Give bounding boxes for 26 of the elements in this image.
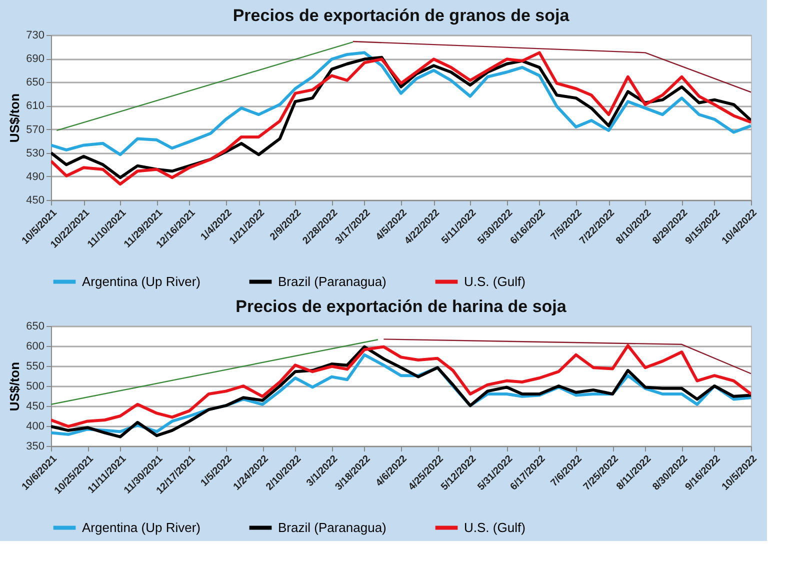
y-tick-label: 490 (26, 170, 44, 183)
y-tick-label: 450 (26, 400, 44, 412)
y-tick-label: 570 (26, 124, 44, 136)
y-tick-label: 350 (26, 440, 44, 452)
legend-label: Argentina (Up River) (82, 274, 200, 289)
legend-label: Argentina (Up River) (82, 520, 200, 535)
legend-label: U.S. (Gulf) (464, 520, 526, 535)
y-tick-label: 650 (26, 76, 44, 89)
y-axis-title: US$/ton (7, 362, 22, 412)
legend-label: Brazil (Paranagua) (278, 274, 386, 289)
y-axis-title: US$/ton (7, 93, 22, 143)
legend-label: Brazil (Paranagua) (278, 520, 386, 535)
y-tick-label: 400 (26, 420, 44, 432)
y-tick-label: 730 (26, 30, 44, 42)
legend-label: U.S. (Gulf) (464, 274, 526, 289)
y-tick-label: 450 (26, 194, 44, 206)
chart-title: Precios de exportación de harina de soja (236, 297, 567, 316)
y-tick-label: 500 (26, 380, 44, 392)
y-tick-label: 530 (26, 147, 44, 160)
y-tick-label: 650 (26, 320, 44, 332)
chart-title: Precios de exportación de granos de soja (232, 6, 570, 25)
line-series (51, 51, 751, 156)
y-tick-label: 600 (26, 340, 44, 352)
y-tick-label: 550 (26, 360, 44, 372)
y-tick-label: 610 (26, 100, 44, 112)
y-tick-label: 690 (26, 53, 44, 66)
